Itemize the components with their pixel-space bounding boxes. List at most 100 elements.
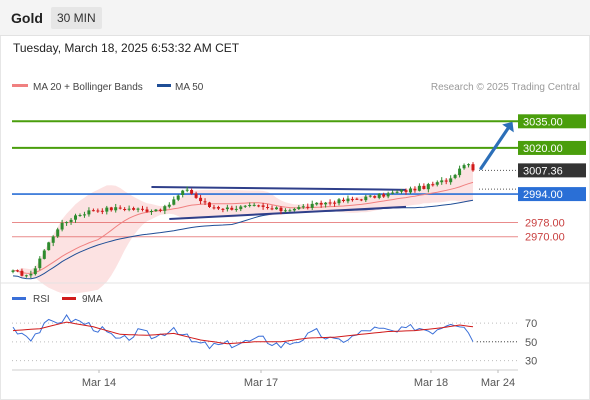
target-arrow-shaft [479,126,510,170]
pivot-label: 2994.00 [523,189,563,201]
rsi-line [12,314,474,350]
candle-body [163,206,167,211]
last-price-label: 3007.36 [523,165,563,177]
candle-body [431,184,435,186]
ma9-legend-swatch [62,297,76,300]
candle-body [56,229,60,237]
candle-body [413,188,417,191]
candle-body [449,178,453,183]
candle-body [395,191,399,193]
ma20-legend-label: MA 20 + Bollinger Bands [33,82,143,93]
candle-body [279,207,283,212]
candle-body [243,205,247,207]
rsi-legend-label: RSI [33,294,50,305]
candle-body [203,201,207,203]
candle-body [373,196,377,198]
candle-body [167,204,171,207]
candle-body [225,207,229,210]
candle-body [458,168,462,176]
ma9-legend-label: 9MA [82,294,103,305]
candle-body [100,210,104,212]
candle-body [257,205,261,207]
timeframe-button[interactable]: 30 MIN [51,7,102,29]
candle-body [194,193,198,198]
rsi-tick-label: 50 [525,337,537,349]
candle-body [74,215,77,220]
candle-body [60,222,64,230]
candle-body [435,182,439,185]
candle-body [11,270,15,272]
candle-body [266,207,270,208]
candle-body [20,270,24,276]
lower-trendline [169,205,407,220]
candle-body [288,210,292,212]
candle-body [127,208,131,210]
candle-body [181,190,185,195]
candle-body [333,202,337,204]
candle-body [51,236,55,243]
candle-body [444,180,448,182]
candle-body [47,242,51,251]
candle-body [16,270,19,272]
candle-body [91,210,95,212]
candle-body [275,207,278,210]
candle-body [355,198,359,200]
minor-support-label: 2978.00 [525,217,565,229]
resistance-label: 3035.00 [523,116,563,128]
candle-body [301,206,305,208]
resistance-tag [518,140,586,155]
candle-body [105,207,109,212]
candle-body [467,164,470,166]
bollinger-band-fill [13,164,473,294]
candle-body [216,207,220,209]
candle-body [176,195,180,200]
candle-body [208,202,211,207]
ma50-legend-label: MA 50 [175,82,204,93]
ma50-legend-swatch [157,84,171,87]
candle-body [319,202,323,205]
candle-body [239,206,243,210]
symbol-title: Gold [11,10,43,26]
candle-body [328,202,332,204]
candle-body [400,190,403,192]
candle-body [96,210,100,212]
candle-body [292,209,296,211]
rsi-ma9-line [12,321,474,345]
rsi-tick-label: 30 [525,356,537,368]
candle-body [359,199,363,201]
candle-body [42,250,46,259]
candle-body [212,207,216,209]
candle-body [132,208,136,210]
candle-body [154,209,158,211]
candle-body [368,195,372,197]
candle-body [29,274,33,276]
candle-body [386,193,390,197]
minor-support-label: 2970.00 [525,232,565,244]
candle-body [252,204,256,206]
candle-body [391,192,395,194]
candle-body [364,196,368,201]
candle-body [109,207,113,211]
candle-body [118,207,122,209]
research-credit: Research © 2025 Trading Central [431,82,580,93]
candle-body [145,209,149,212]
time-tick-label: Mar 14 [82,377,116,389]
upper-trendline [151,185,407,191]
candle-body [382,194,386,197]
last-price-tag [518,163,586,178]
candle-body [440,180,444,183]
candle-body [310,203,314,208]
resistance-label: 3020.00 [523,143,563,155]
candle-body [324,202,328,205]
chart-timestamp: Tuesday, March 18, 2025 6:53:32 AM CET [13,41,240,55]
candle-body [422,185,426,189]
ma20-legend-swatch [12,84,28,87]
candle-body [462,165,466,169]
candle-body [190,190,194,194]
candle-body [24,275,28,277]
candle-body [141,208,144,210]
candle-body [342,199,345,201]
candle-body [149,211,153,212]
resistance-tag [518,114,586,129]
